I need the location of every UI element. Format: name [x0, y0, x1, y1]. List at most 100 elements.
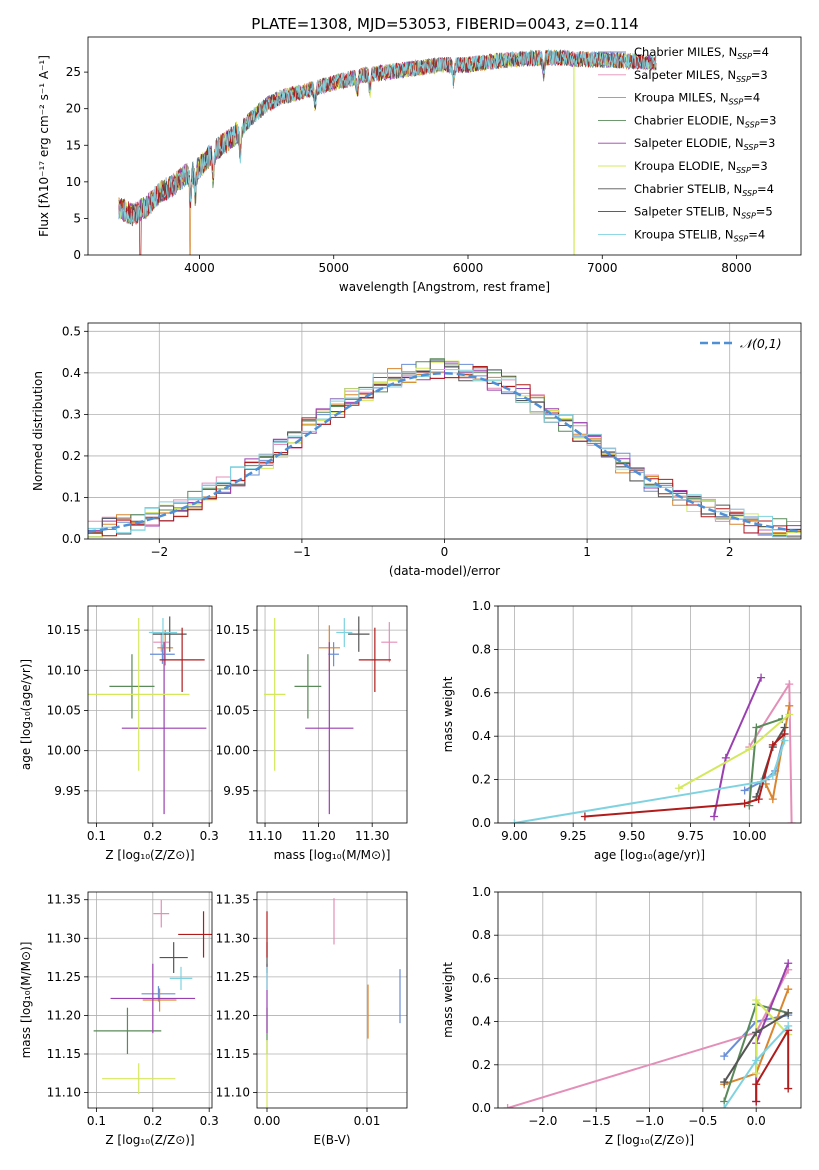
y-tick-label: 0.1 [62, 490, 81, 504]
y-tick-label: 10 [66, 175, 81, 189]
y-tick-label: 11.10 [47, 1086, 81, 1100]
y-tick-label: 0 [73, 248, 81, 262]
y-tick-label: 10.05 [47, 703, 81, 717]
x-axis-label: Z [log₁₀(Z/Z⊙)] [605, 1133, 694, 1147]
errorbar-point-kroupa-stelib [148, 618, 178, 647]
x-tick-label: 1 [583, 545, 591, 559]
weight-series-salpeter-miles [503, 965, 793, 1108]
errorbar-point-salpeter-elodie [305, 642, 354, 815]
axes-frame [256, 891, 408, 1109]
weight-marker [757, 777, 766, 786]
y-tick-label: 10.00 [216, 744, 250, 758]
weight-marker [752, 1069, 761, 1078]
weight-marker [740, 799, 749, 808]
errorbar-point-kroupa-elodie [88, 618, 190, 771]
weight-series-salpeter-stelib [580, 730, 789, 821]
weight-series-kroupa-stelib [510, 736, 789, 823]
weight-marker [785, 710, 794, 719]
errorbar-point-chabrier-stelib [152, 616, 187, 652]
x-tick-label: 0.00 [254, 1114, 281, 1128]
x-tick-label: 9.50 [619, 829, 646, 843]
x-tick-label: 11.20 [301, 829, 335, 843]
weight-series-salpeter-stelib [752, 1026, 793, 1106]
x-tick-label: 7000 [587, 261, 618, 275]
x-tick-label: 6000 [453, 261, 484, 275]
weight-marker [752, 1080, 761, 1089]
spectrum-salpeter-stelib [118, 50, 657, 255]
axes-age-vs-Z: 0.1 0.2 0.3 9.95 10.00 10.05 10.10 10.15 Z [log₁… [19, 605, 219, 862]
legend-entry: Salpeter ELODIE, NSSP=3 [634, 136, 775, 152]
x-axis-label: age [log₁₀(age/yr)] [594, 848, 705, 862]
weight-series-kroupa-stelib [720, 1021, 793, 1108]
plot-area [263, 616, 398, 815]
histogram-kroupa-stelib [88, 369, 801, 538]
weight-marker [784, 1084, 793, 1093]
x-axis-label: mass [log₁₀(M/M⊙)] [274, 848, 391, 862]
weight-marker [784, 959, 793, 968]
weight-marker [720, 1104, 729, 1108]
weight-marker [752, 723, 761, 732]
legend-entry: Salpeter MILES, NSSP=3 [634, 68, 768, 84]
x-tick-label: −2 [150, 545, 168, 559]
weight-line [514, 740, 786, 823]
x-tick-label: 4000 [184, 261, 215, 275]
axes-mass-weight-vs-Z: −2.0 −1.5 −1.0 −0.5 0.0 0.0 0.2 0.4 0.6 0.8 1.0 Z [… [441, 885, 802, 1147]
x-tick-label: −2.0 [528, 1114, 557, 1128]
y-tick-label: 0.8 [472, 642, 491, 656]
spectrum-kroupa-elodie [118, 50, 657, 255]
errorbar-point-chabrier-stelib [348, 616, 370, 652]
y-tick-label: 0.4 [472, 729, 491, 743]
x-tick-label: 11.10 [248, 829, 282, 843]
x-tick-label: −1.0 [635, 1114, 664, 1128]
errorbar-point-chabrier-miles [141, 986, 176, 1002]
axes-residuals: −2 −1 0 1 2 0.0 0.1 0.2 0.3 0.4 0.5 (data-model)/er… [31, 322, 802, 578]
y-tick-label: 11.25 [47, 970, 81, 984]
axes-spectrum: 4000 5000 6000 7000 8000 0 5 10 15 20 25 wavelength… [37, 36, 802, 294]
y-tick-label: 11.20 [216, 1008, 250, 1022]
y-tick-label: 11.15 [47, 1047, 81, 1061]
x-tick-label: 0.2 [143, 1114, 162, 1128]
y-tick-label: 0.6 [472, 686, 491, 700]
spectrum-kroupa-miles [118, 49, 657, 255]
weight-marker [757, 673, 766, 682]
legend-entry: Chabrier STELIB, NSSP=4 [634, 182, 774, 198]
axes-mass-vs-Z: 0.1 0.2 0.3 11.10 11.15 11.20 11.25 11.30 11.35 Z… [19, 891, 219, 1147]
y-tick-label: 11.20 [47, 1008, 81, 1022]
y-tick-label: 11.35 [47, 893, 81, 907]
y-tick-label: 0.0 [472, 816, 491, 830]
x-axis-label: E(B-V) [313, 1133, 350, 1147]
y-tick-label: 0.4 [472, 1015, 491, 1029]
weight-marker [768, 795, 777, 804]
weight-marker [768, 771, 777, 780]
y-tick-label: 20 [66, 102, 81, 116]
legend-entry: Chabrier MILES, NSSP=4 [634, 45, 769, 61]
x-tick-label: 0 [441, 545, 449, 559]
axes-mass-vs-ebv: 0.00 0.01 11.10 11.15 11.20 11.25 11.30 11.35 E(… [216, 891, 408, 1147]
errorbar-point-kroupa-elodie [102, 1063, 176, 1095]
weight-marker [720, 1052, 729, 1061]
x-axis-label: wavelength [Angstrom, rest frame] [339, 280, 550, 294]
weight-marker [710, 812, 719, 821]
legend-entry: Kroupa MILES, NSSP=4 [634, 91, 760, 107]
weight-marker [752, 1056, 761, 1065]
errorbar-point-kroupa-stelib [336, 618, 353, 647]
weight-line [755, 1026, 790, 1102]
weight-marker [503, 1104, 512, 1108]
x-tick-label: 0.2 [143, 829, 162, 843]
errorbar-point-kroupa-stelib [169, 966, 193, 990]
x-tick-label: 2 [726, 545, 734, 559]
x-tick-label: 0.1 [87, 829, 106, 843]
weight-marker [752, 996, 761, 1004]
spectrum-kroupa-stelib [118, 48, 657, 224]
y-tick-label: 0.3 [62, 407, 81, 421]
plot-area [88, 616, 207, 815]
y-axis-label: Flux [fλ10⁻¹⁷ erg cm⁻² s⁻¹ A⁻¹] [37, 55, 51, 237]
y-axis-label: mass weight [441, 676, 455, 752]
weight-marker [752, 1028, 761, 1037]
errorbar-point-kroupa-miles [142, 988, 177, 1012]
y-tick-label: 0.2 [472, 773, 491, 787]
y-tick-label: 5 [73, 211, 81, 225]
errorbar-point-salpeter-elodie [121, 642, 207, 815]
axes-frame [87, 891, 213, 1109]
